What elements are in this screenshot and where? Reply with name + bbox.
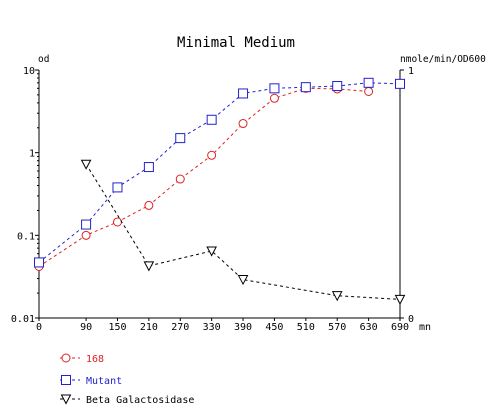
chart-title: Minimal Medium (177, 35, 295, 51)
x-tick-label: 570 (328, 322, 346, 333)
data-point-square (395, 78, 405, 89)
x-tick-label: 330 (203, 322, 221, 333)
x-tick-label: 450 (265, 322, 283, 333)
data-point-square (269, 83, 280, 94)
x-tick-label: 210 (140, 322, 158, 333)
x-tick-label: 90 (80, 322, 92, 333)
series-beta-galactosidase (80, 159, 406, 305)
data-point-square (34, 257, 44, 268)
series-168 (34, 83, 374, 271)
y-axis-label: od (38, 54, 49, 65)
data-point-circle (175, 174, 185, 184)
data-point-circle (81, 230, 91, 240)
x-tick-label: 0 (36, 322, 42, 333)
data-point-circle (112, 217, 122, 227)
y-tick-label: 0.01 (11, 314, 35, 325)
x-tick-label: 390 (234, 322, 252, 333)
data-point-triangle (143, 261, 155, 272)
y-tick-label: 10 (23, 66, 35, 77)
data-point-square (61, 375, 71, 385)
x-tick-label: 690 (391, 322, 409, 333)
series-layer (34, 77, 406, 305)
series-mutant (34, 77, 405, 268)
x-tick-label: 510 (297, 322, 315, 333)
x-tick-label: 150 (108, 322, 126, 333)
x-tick-label: 630 (360, 322, 378, 333)
series-line (38, 87, 369, 267)
data-point-square (238, 88, 249, 99)
data-point-circle (364, 86, 374, 96)
x-tick-label: 270 (171, 322, 189, 333)
data-point-square (206, 114, 217, 125)
data-point-square (143, 162, 154, 173)
data-point-triangle (206, 246, 217, 257)
series-line (85, 163, 401, 300)
data-point-square (363, 77, 374, 88)
legend-item: 168 (60, 353, 104, 365)
data-point-square (332, 81, 343, 92)
y-tick-label: 0.1 (17, 231, 35, 242)
data-point-triangle (60, 394, 72, 405)
legend-item: Mutant (60, 375, 122, 387)
x-axis-unit: mn (419, 322, 431, 333)
data-point-square (175, 133, 186, 144)
data-point-triangle (80, 159, 92, 170)
data-point-triangle (331, 291, 343, 302)
y-tick-label: 1 (29, 149, 35, 160)
legend: 168 Mutant Beta Galactosidase (60, 353, 194, 405)
axis-ticks: 0 90 150 210 270 330 390 450 510 570 630 6901010.10… (11, 66, 414, 333)
legend-item: Beta Galactosidase (60, 394, 194, 405)
series-line (38, 82, 401, 263)
legend-label: 168 (86, 354, 104, 365)
data-point-circle (269, 93, 279, 103)
legend-label: Beta Galactosidase (86, 395, 194, 405)
data-point-square (112, 182, 123, 193)
y2-axis-label: nmole/min/OD600 (400, 54, 486, 65)
data-point-triangle (237, 275, 249, 286)
y2-tick-label: 1 (408, 66, 414, 77)
data-point-circle (61, 353, 71, 363)
data-point-circle (207, 150, 217, 160)
data-point-square (300, 82, 311, 93)
data-point-circle (238, 119, 248, 129)
data-point-square (81, 219, 92, 230)
y2-tick-label: 0 (408, 314, 414, 325)
data-point-triangle (394, 294, 406, 305)
data-point-circle (144, 200, 154, 210)
legend-label: Mutant (86, 376, 122, 387)
